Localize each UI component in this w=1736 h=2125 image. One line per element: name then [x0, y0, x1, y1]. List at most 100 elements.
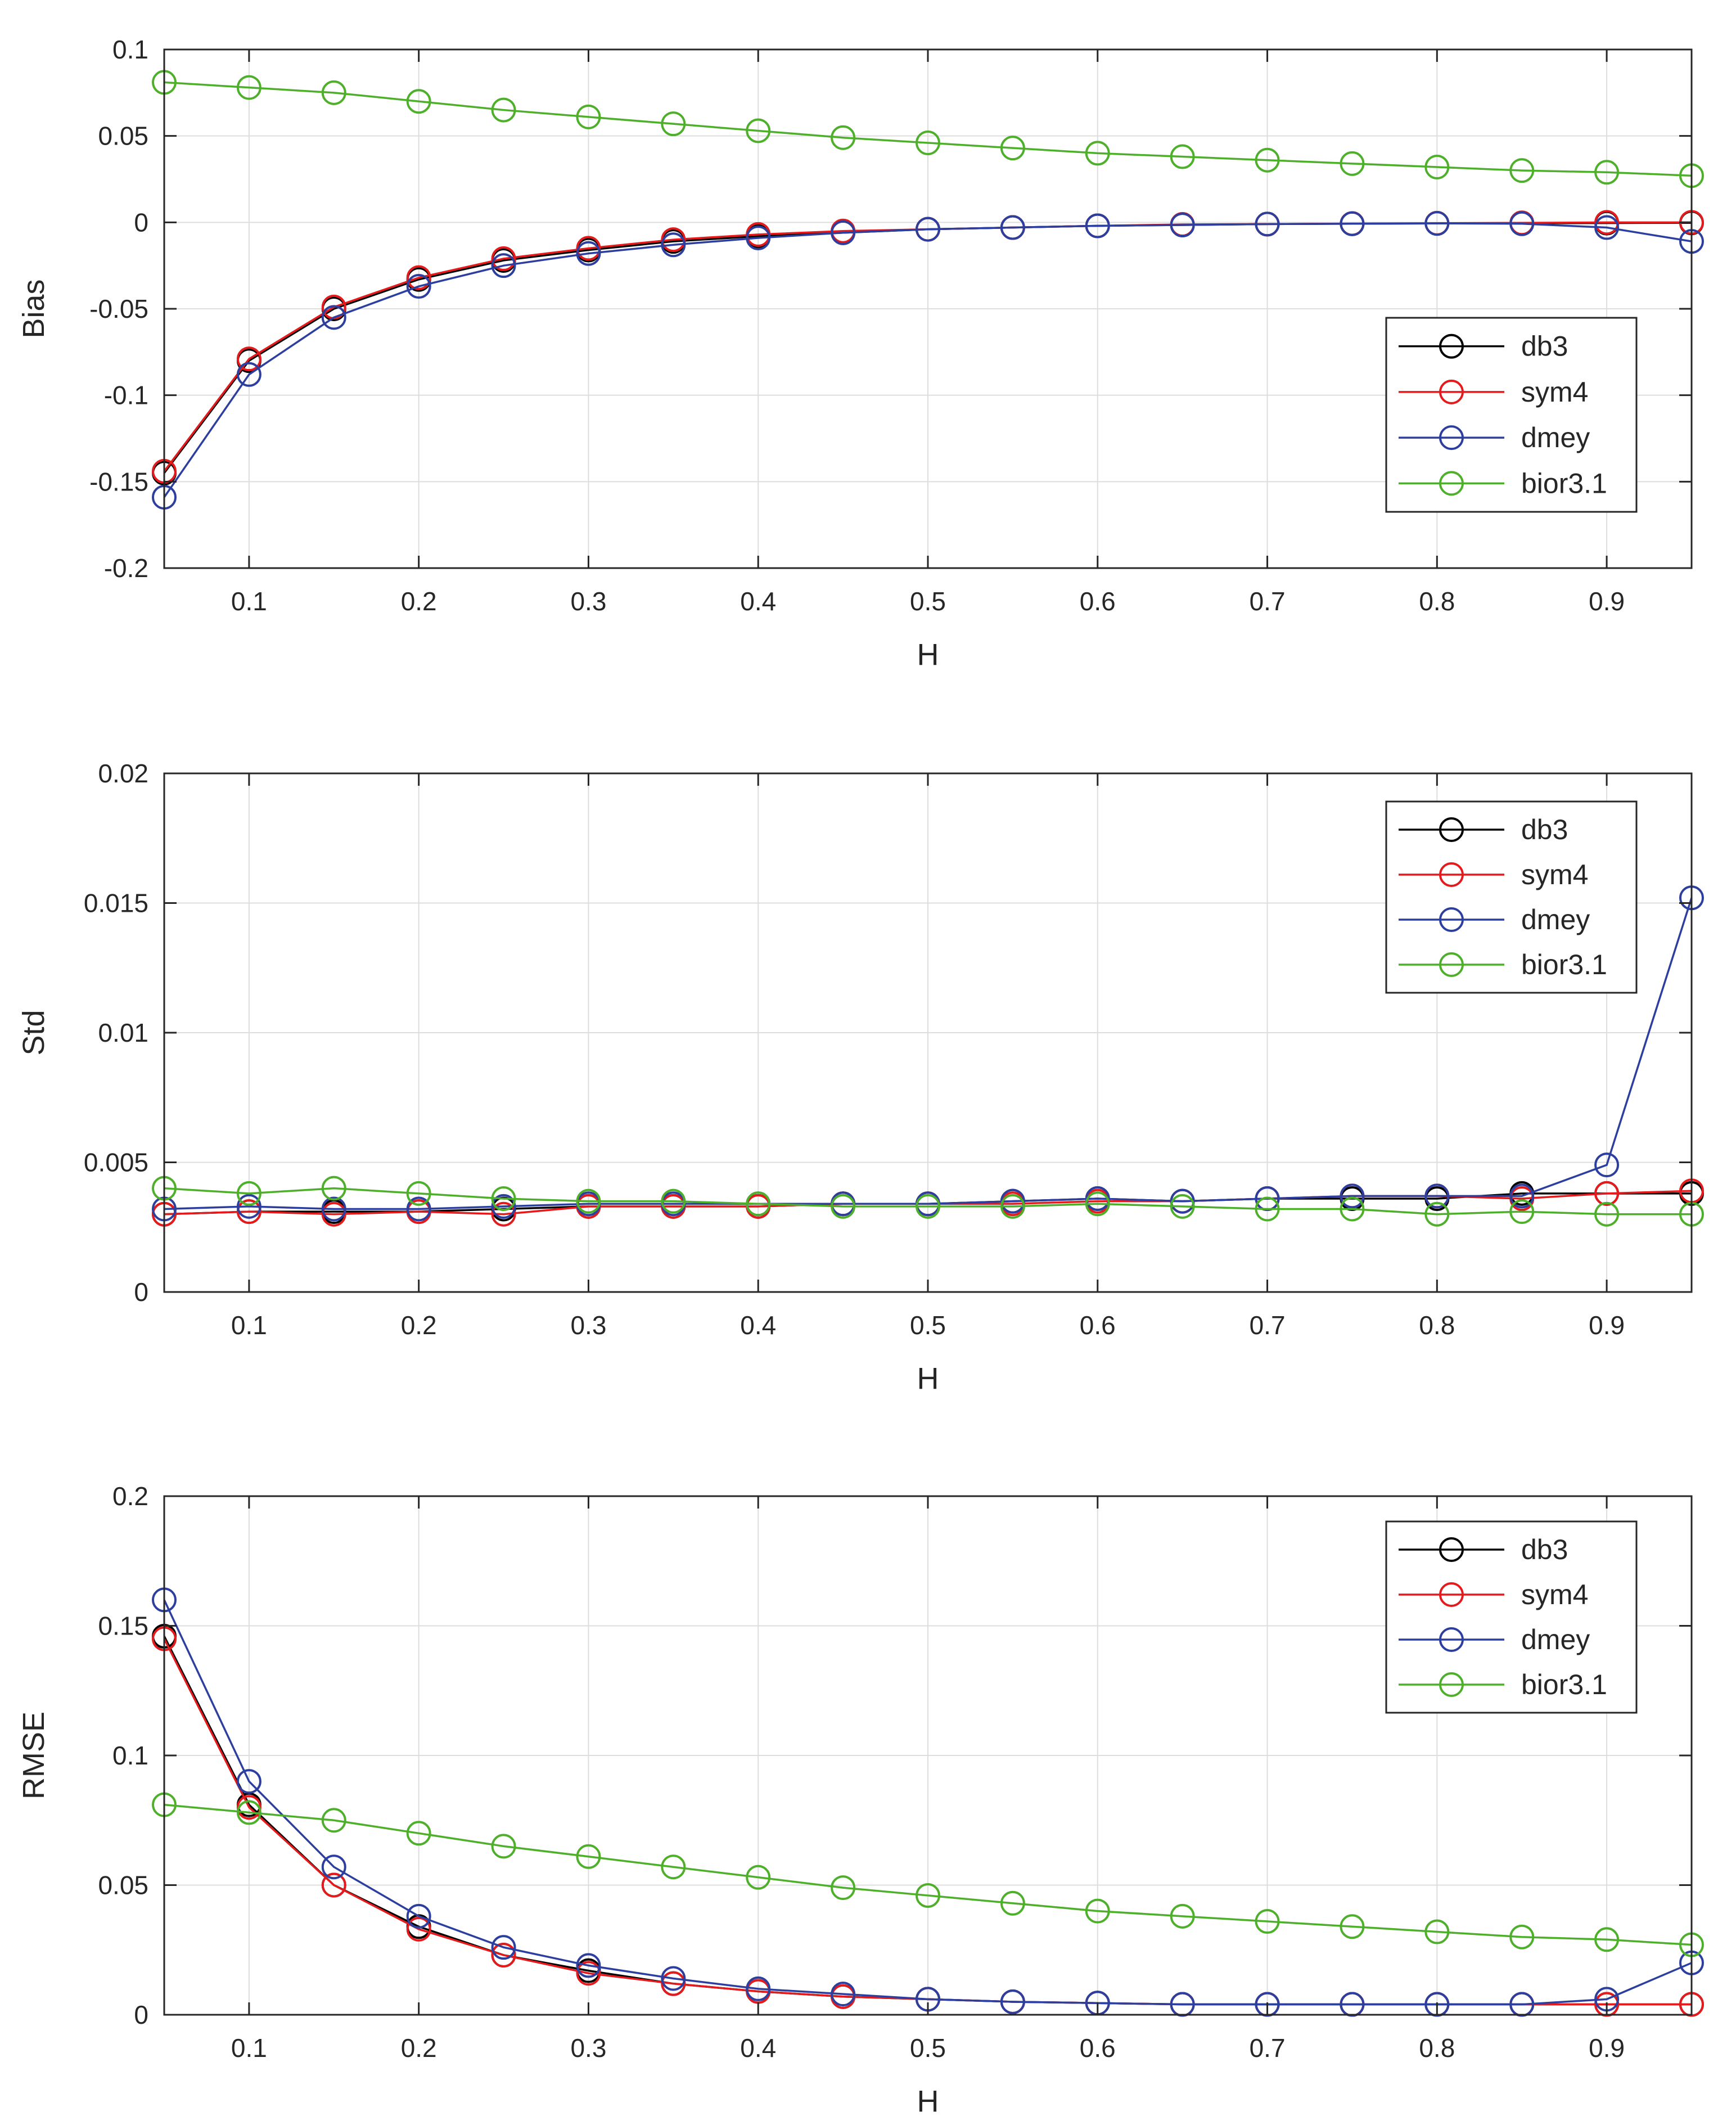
legend-box	[1385, 317, 1638, 513]
y-tick-label: -0.1	[104, 381, 148, 410]
data-point-bior3-1	[1340, 1914, 1365, 1939]
data-point-bior3-1	[1255, 147, 1280, 173]
data-point-bior3-1	[916, 1883, 940, 1908]
series-line-dmey	[164, 897, 1693, 1210]
data-point-sym4	[491, 1201, 516, 1227]
data-point-dmey	[491, 1194, 516, 1219]
data-point-bior3-1	[831, 1875, 856, 1901]
x-tick-label: 0.2	[401, 587, 437, 616]
series-line-bior3-1	[164, 1803, 1692, 1946]
x-axis-label: H	[917, 1362, 939, 1395]
data-point-bior3-1	[576, 1188, 601, 1214]
data-point-sym4	[321, 1201, 346, 1227]
data-point-bior3-1	[406, 1181, 431, 1206]
legend-marker	[1439, 817, 1464, 842]
data-point-dmey	[1424, 211, 1450, 236]
data-point-bior3-1	[661, 1854, 686, 1880]
x-tick-label: 0.8	[1419, 1311, 1455, 1340]
x-tick-label: 0.9	[1589, 587, 1625, 616]
data-point-bior3-1	[916, 1194, 940, 1219]
y-tick-label: 0.1	[112, 1741, 148, 1770]
rmse-panel: 0.1 0.2 0.3 0.4 0.5 0.6 0.7 0.8 0.9 0 0.05 0.1 0.15 0…	[17, 1482, 1704, 2118]
data-point-bior3-1	[1255, 1196, 1280, 1222]
data-point-bior3-1	[1085, 141, 1110, 166]
data-point-dmey	[576, 241, 601, 266]
data-point-dmey	[1000, 1989, 1025, 2014]
data-point-bior3-1	[1000, 1194, 1025, 1219]
data-point-dmey	[1000, 215, 1025, 240]
legend-entry: sym4	[1521, 859, 1588, 890]
y-tick-label: 0	[134, 2000, 148, 2029]
x-tick-label: 0.6	[1080, 2033, 1116, 2063]
data-point-bior3-1	[1424, 1201, 1450, 1227]
data-point-bior3-1	[1594, 1927, 1620, 1952]
y-tick-label: -0.2	[104, 553, 148, 583]
y-tick-label: -0.05	[89, 294, 148, 323]
data-point-bior3-1	[321, 1808, 346, 1833]
x-tick-label: 0.5	[910, 2033, 946, 2063]
data-point-bior3-1	[1000, 136, 1025, 161]
data-point-dmey	[1170, 212, 1195, 237]
y-axis-label: Bias	[17, 279, 51, 338]
data-point-sym4	[1594, 1992, 1620, 2017]
x-tick-label: 0.2	[401, 1311, 437, 1340]
data-point-bior3-1	[661, 111, 686, 137]
data-point-bior3-1	[1170, 1903, 1195, 1929]
x-tick-label: 0.8	[1419, 587, 1455, 616]
x-tick-label: 0.7	[1250, 2033, 1286, 2063]
legend-entry: dmey	[1521, 904, 1590, 935]
legend-marker	[1439, 907, 1464, 932]
data-point-sym4	[491, 246, 516, 271]
data-point-dmey	[1340, 1992, 1365, 2017]
data-point-bior3-1	[1509, 1199, 1535, 1224]
y-tick-label: 0.1	[112, 35, 148, 64]
data-point-dmey	[406, 1903, 431, 1929]
y-tick-label: 0.015	[84, 889, 148, 918]
data-point-dmey	[1509, 211, 1535, 236]
x-tick-label: 0.8	[1419, 2033, 1455, 2063]
data-point-sym4	[661, 227, 686, 253]
x-tick-label: 0.1	[231, 587, 267, 616]
y-tick-label: 0	[134, 208, 148, 237]
legend: db3 sym4 dmey bior3.1	[1385, 317, 1638, 513]
data-point-dmey	[1000, 1188, 1025, 1214]
data-point-bior3-1	[1424, 1919, 1450, 1944]
legend-marker	[1439, 1537, 1464, 1562]
data-point-bior3-1	[491, 97, 516, 123]
data-point-bior3-1	[1340, 151, 1365, 176]
data-point-dmey	[831, 220, 856, 245]
data-point-bior3-1	[1000, 1890, 1025, 1916]
data-point-dmey	[1085, 213, 1110, 238]
data-point-sym4	[236, 1199, 261, 1224]
y-tick-label: 0.15	[98, 1611, 148, 1641]
data-point-bior3-1	[1170, 144, 1195, 169]
data-point-bior3-1	[1594, 160, 1620, 185]
series-line-dmey	[163, 222, 1692, 498]
x-tick-label: 0.7	[1250, 1311, 1286, 1340]
data-point-sym4	[1594, 1181, 1620, 1206]
data-point-bior3-1	[406, 1821, 431, 1846]
x-tick-label: 0.6	[1080, 587, 1116, 616]
legend-entry: dmey	[1521, 1624, 1590, 1655]
data-point-sym4	[321, 1872, 346, 1898]
legend-marker	[1439, 1672, 1464, 1697]
x-tick-label: 0.4	[740, 587, 776, 616]
data-point-dmey	[236, 362, 261, 387]
data-point-bior3-1	[321, 80, 346, 105]
data-point-dmey	[1424, 1992, 1450, 2017]
legend-entry: db3	[1521, 814, 1568, 845]
legend-entry: bior3.1	[1521, 949, 1607, 980]
data-point-bior3-1	[406, 89, 431, 114]
legend-marker	[1439, 862, 1464, 887]
data-point-bior3-1	[576, 1844, 601, 1869]
y-tick-label: 0.2	[112, 1482, 148, 1511]
data-point-dmey	[1340, 211, 1365, 236]
legend-marker	[1439, 379, 1464, 404]
data-point-bior3-1	[576, 104, 601, 129]
data-point-sym4	[661, 1971, 686, 1996]
data-point-bior3-1	[236, 1181, 261, 1206]
x-tick-label: 0.9	[1589, 2033, 1625, 2063]
legend-entry: bior3.1	[1521, 1669, 1607, 1700]
x-tick-label: 0.3	[570, 2033, 606, 2063]
series-line-bior3-1	[164, 1187, 1692, 1215]
